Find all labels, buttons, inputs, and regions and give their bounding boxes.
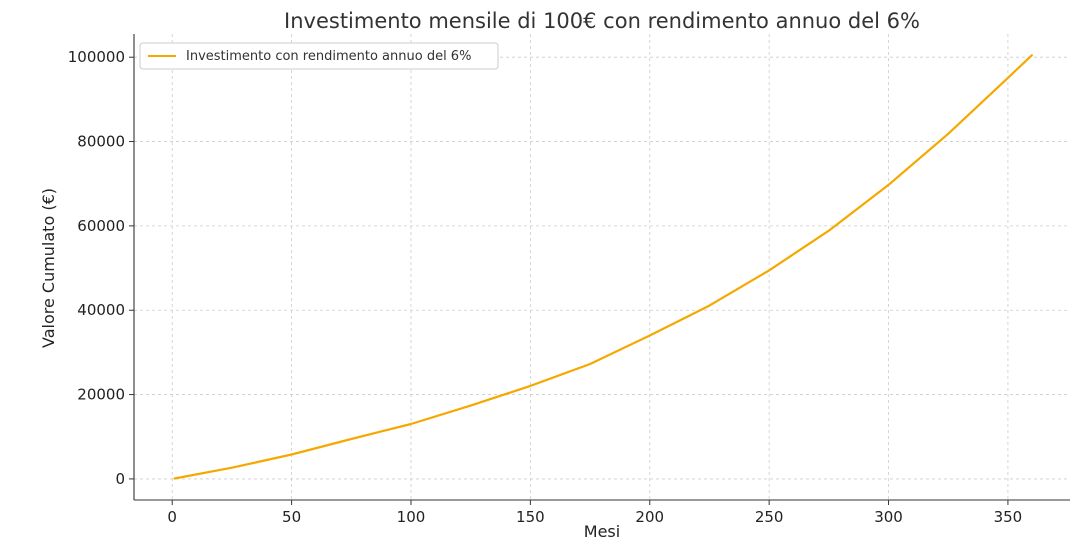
x-tick-label: 300	[874, 508, 903, 526]
y-axis-label: Valore Cumulato (€)	[39, 188, 58, 348]
y-tick-label: 80000	[77, 133, 125, 151]
x-tick-label: 250	[755, 508, 784, 526]
grid-lines	[134, 34, 1070, 500]
chart-title: Investimento mensile di 100€ con rendime…	[284, 9, 920, 33]
x-tick-label: 0	[167, 508, 177, 526]
legend-entry-label: Investimento con rendimento annuo del 6%	[186, 49, 471, 64]
axes	[133, 34, 1070, 501]
x-tick-label: 50	[282, 508, 301, 526]
tick-labels: 0 50 100 150 200 250 300 350 0 20000 40000 60000 800…	[68, 48, 1023, 526]
legend-box	[139, 42, 499, 70]
legend: Investimento con rendimento annuo del 6%	[139, 42, 499, 70]
y-tick-label: 20000	[77, 386, 125, 404]
y-tick-label: 0	[115, 470, 125, 488]
x-tick-label: 100	[397, 508, 426, 526]
series-layer	[173, 54, 1033, 480]
series-line-0	[173, 54, 1033, 480]
x-axis-label: Mesi	[584, 522, 620, 539]
x-tick-label: 200	[635, 508, 664, 526]
y-tick-label: 100000	[68, 48, 125, 66]
y-tick-label: 40000	[77, 301, 125, 319]
x-tick-label: 350	[994, 508, 1023, 526]
x-tick-label: 150	[516, 508, 545, 526]
y-tick-label: 60000	[77, 217, 125, 235]
